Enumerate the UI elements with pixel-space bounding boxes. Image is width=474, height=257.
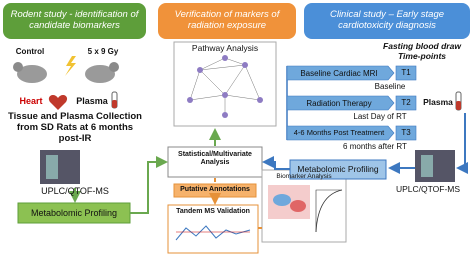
- heatmap: [290, 200, 306, 212]
- arrow: [456, 113, 468, 174]
- box-label: Metabolomic Profiling: [297, 164, 379, 174]
- timeline-point: T1: [401, 68, 411, 77]
- collection-text: Tissue and Plasma Collection from SD Rat…: [8, 111, 142, 144]
- label: Heart: [19, 96, 43, 106]
- heatmap: [273, 194, 291, 206]
- timeline-time: Baseline: [374, 82, 406, 91]
- label: 5 x 9 Gy: [87, 47, 119, 56]
- box-label: Tandem MS Validation: [176, 208, 250, 215]
- roc-plot: [315, 189, 343, 233]
- statistical-box: [167, 146, 263, 178]
- tube-icon: [112, 100, 117, 108]
- rat-icon: [13, 62, 23, 72]
- box-label: Putative Annotations: [180, 186, 250, 193]
- roc-plot: [315, 189, 342, 232]
- timeline-point: T2: [401, 98, 411, 107]
- box-label: Pathway Analysis: [191, 43, 259, 53]
- rat-icon: [109, 62, 119, 72]
- right-title: Clinical study – Early stage cardiotoxic…: [329, 9, 445, 31]
- timeline-event: Baseline Cardiac MRI: [300, 69, 378, 78]
- label: UPLC/QTOF-MS: [395, 184, 461, 194]
- instrument-image: [421, 155, 433, 177]
- arrow: [262, 156, 290, 170]
- network: [189, 57, 261, 115]
- label: UPLC/QTOF-MS: [41, 186, 109, 196]
- network-nodes: [187, 55, 263, 118]
- box-label: Metabolomic Profiling: [30, 208, 118, 218]
- right-header-box: [304, 3, 470, 39]
- arrow: [130, 156, 168, 214]
- timeline-event: Radiation Therapy: [306, 99, 372, 108]
- tube-icon: [456, 101, 461, 110]
- box-label: Statistical/Multivariate Analysis: [178, 151, 252, 167]
- heart-icon: [48, 95, 68, 110]
- label: Plasma: [76, 96, 108, 106]
- instrument-image: [46, 155, 58, 179]
- radiation-bolt: [65, 56, 76, 76]
- left-title: Rodent study - identification of candida…: [10, 9, 139, 31]
- timeline-point: T3: [401, 128, 411, 137]
- timeline-bars: [286, 65, 417, 141]
- box-label: Biomarker Analysis: [276, 173, 332, 180]
- rat-icon: [17, 65, 47, 83]
- timeline-time: Last Day of RT: [353, 112, 407, 121]
- label: Control: [15, 47, 45, 56]
- note: Fasting blood draw Time-points: [383, 41, 461, 61]
- middle-title: Verification of markers of radiation exp…: [174, 9, 280, 31]
- rat-icon: [85, 65, 115, 83]
- timeline-event: 4-6 Months Post Treatment: [293, 128, 385, 137]
- left-header-box: [3, 3, 146, 39]
- middle-header-box: [158, 3, 296, 39]
- timeline-time: 6 months after RT: [343, 142, 407, 151]
- label: Plasma: [423, 97, 453, 107]
- tandem-box: [167, 204, 259, 254]
